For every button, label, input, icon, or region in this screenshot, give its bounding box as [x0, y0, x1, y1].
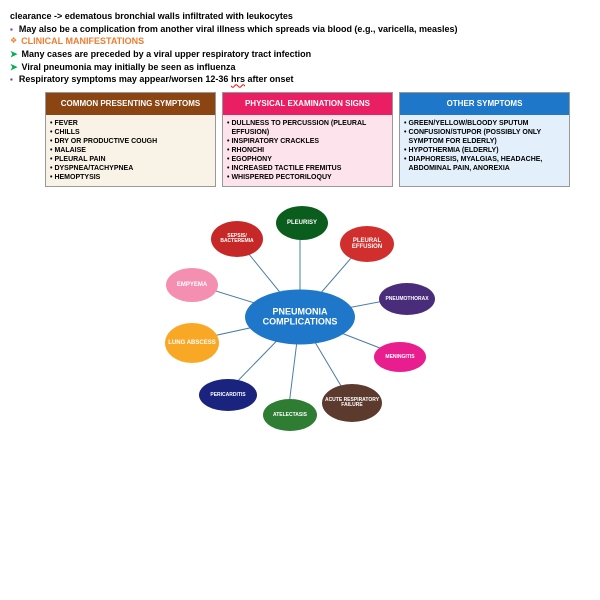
intro-bullet2: ▪ May also be a complication from anothe…	[10, 24, 590, 36]
column-item: •WHISPERED PECTORILOQUY	[227, 173, 388, 182]
column-item: •MALAISE	[50, 146, 211, 155]
column-item: •DIAPHORESIS, MYALGIAS, HEADACHE, ABDOMI…	[404, 155, 565, 173]
column-item: •DYSPNEA/TACHYPNEA	[50, 164, 211, 173]
column-header: PHYSICAL EXAMINATION SIGNS	[223, 93, 392, 115]
intro-text2: May also be a complication from another …	[19, 24, 458, 36]
column-item: •CONFUSION/STUPOR (POSSIBLY ONLY SYMPTOM…	[404, 128, 565, 146]
column-body: •GREEN/YELLOW/BLOODY SPUTUM•CONFUSION/ST…	[400, 115, 569, 187]
column-header: OTHER SYMPTOMS	[400, 93, 569, 115]
intro-line1: clearance -> edematous bronchial walls i…	[10, 11, 590, 23]
square-bullet-icon: ▪	[10, 25, 13, 35]
column-body: •DULLNESS TO PERCUSSION (PLEURAL EFFUSIO…	[223, 115, 392, 187]
column-item: •DULLNESS TO PERCUSSION (PLEURAL EFFUSIO…	[227, 119, 388, 137]
column-item: •FEVER	[50, 119, 211, 128]
column-item: •INCREASED TACTILE FREMITUS	[227, 164, 388, 173]
diamond-bullet-icon: ❖	[10, 36, 17, 46]
column-item: •PLEURAL PAIN	[50, 155, 211, 164]
diagram-center: PNEUMONIA COMPLICATIONS	[245, 290, 355, 345]
column-item: •HYPOTHERMIA (ELDERLY)	[404, 146, 565, 155]
arrow-bullet-icon: ➤	[10, 49, 18, 61]
manifestation-text2: Viral pneumonia may initially be seen as…	[22, 62, 236, 74]
section-heading-row: ❖ CLINICAL MANIFESTATIONS	[10, 36, 590, 48]
symptom-column: OTHER SYMPTOMS•GREEN/YELLOW/BLOODY SPUTU…	[399, 92, 570, 187]
sub-part-a: Respiratory symptoms may appear/worsen 1…	[19, 74, 231, 84]
manifestation-1: ➤ Many cases are preceded by a viral upp…	[10, 49, 590, 61]
manifestation-2: ➤ Viral pneumonia may initially be seen …	[10, 62, 590, 74]
sub-part-c: after onset	[245, 74, 294, 84]
sub-part-b: hrs	[231, 74, 245, 84]
square-bullet-icon: ▪	[10, 75, 13, 85]
column-item: •DRY OR PRODUCTIVE COUGH	[50, 137, 211, 146]
manifestation-sub-text: Respiratory symptoms may appear/worsen 1…	[19, 74, 294, 86]
column-item: •HEMOPTYSIS	[50, 173, 211, 182]
manifestation-sub1: ▪ Respiratory symptoms may appear/worsen…	[10, 74, 590, 86]
arrow-bullet-icon: ➤	[10, 62, 18, 74]
symptom-columns: COMMON PRESENTING SYMPTOMS•FEVER•CHILLS•…	[45, 92, 570, 187]
column-item: •CHILLS	[50, 128, 211, 137]
symptom-column: PHYSICAL EXAMINATION SIGNS •DULLNESS TO P…	[222, 92, 393, 187]
manifestation-text1: Many cases are preceded by a viral upper…	[22, 49, 312, 61]
column-item: •RHONCHI	[227, 146, 388, 155]
column-item: •INSPIRATORY CRACKLES	[227, 137, 388, 146]
intro-text1: clearance -> edematous bronchial walls i…	[10, 11, 293, 23]
section-heading: CLINICAL MANIFESTATIONS	[21, 36, 144, 48]
column-item: •EGOPHONY	[227, 155, 388, 164]
symptom-column: COMMON PRESENTING SYMPTOMS•FEVER•CHILLS•…	[45, 92, 216, 187]
column-body: •FEVER•CHILLS•DRY OR PRODUCTIVE COUGH•MA…	[46, 115, 215, 187]
column-header: COMMON PRESENTING SYMPTOMS	[46, 93, 215, 115]
complications-diagram: PNEUMONIA COMPLICATIONS PLEURISYPLEURAL …	[140, 197, 460, 437]
column-item: •GREEN/YELLOW/BLOODY SPUTUM	[404, 119, 565, 128]
